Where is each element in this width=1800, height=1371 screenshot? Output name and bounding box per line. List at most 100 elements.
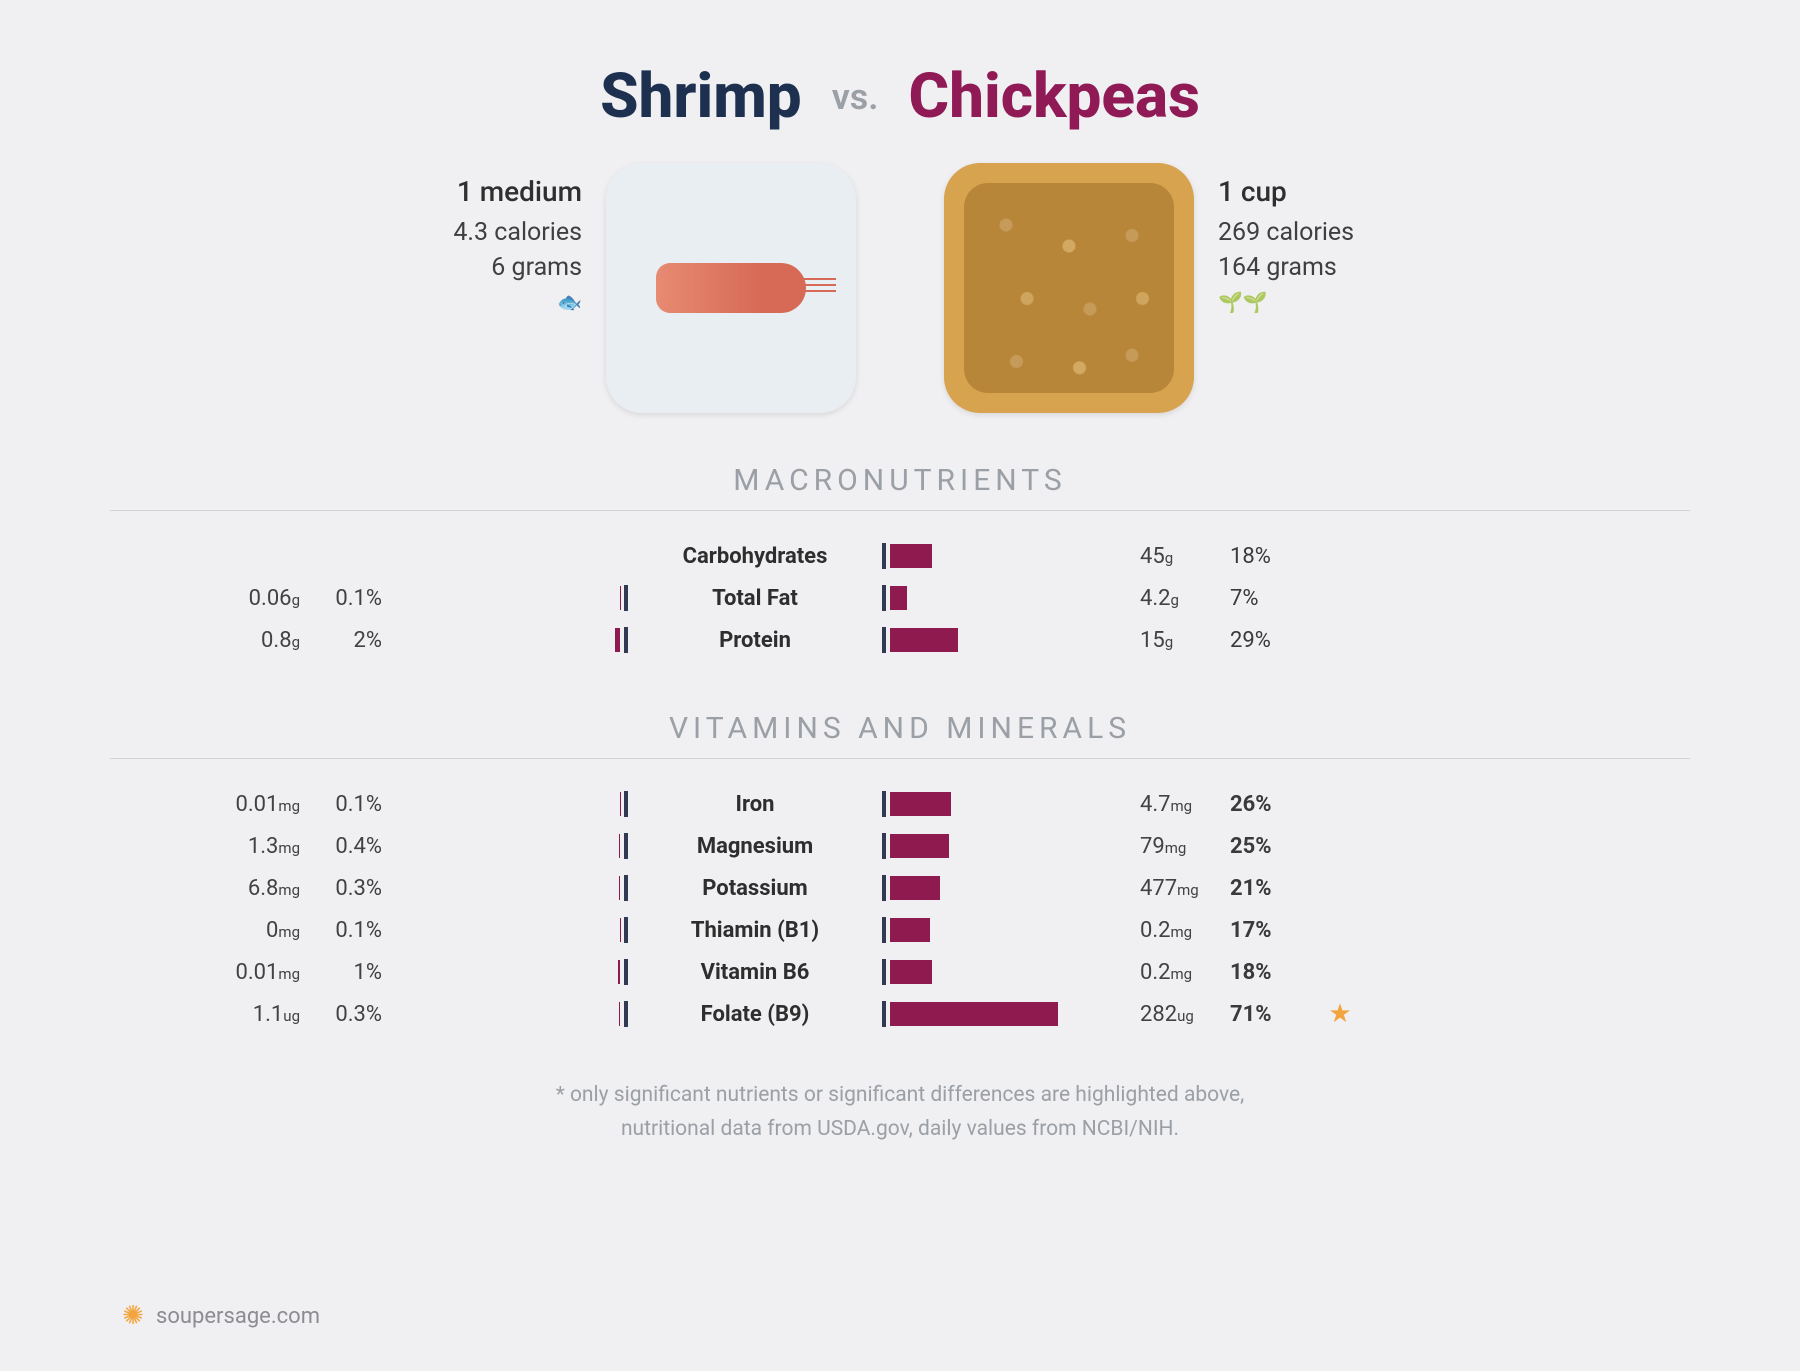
nutrient-label: Thiamin (B1)	[630, 918, 880, 943]
left-percent: 0.4%	[300, 834, 390, 859]
axis-tick	[882, 917, 886, 943]
right-value: 45g	[1120, 544, 1230, 569]
right-calories: 269 calories	[1218, 218, 1418, 247]
right-value: 4.2g	[1120, 586, 1230, 611]
right-weight: 164 grams	[1218, 253, 1418, 282]
brand-text: soupersage.com	[156, 1304, 320, 1329]
vs-label: vs.	[832, 76, 879, 118]
section-divider	[110, 758, 1690, 759]
right-bar-area	[880, 543, 1120, 569]
left-bar-area	[390, 875, 630, 901]
left-percent: 0.1%	[300, 792, 390, 817]
nutrient-row: 0.8g2%Protein15g29%	[110, 619, 1690, 661]
right-bar-area	[880, 917, 1120, 943]
right-bar-area	[880, 1001, 1120, 1027]
vitmin-rows: 0.01mg0.1%Iron4.7mg26%1.3mg0.4%Magnesium…	[110, 783, 1690, 1035]
right-food-image	[944, 163, 1194, 413]
right-bar	[890, 960, 932, 984]
right-percent: 18%	[1230, 544, 1310, 569]
fish-icon: 🐟	[382, 290, 582, 314]
axis-tick	[624, 875, 628, 901]
nutrient-row: 0mg0.1%Thiamin (B1)0.2mg17%	[110, 909, 1690, 951]
left-bar	[619, 834, 620, 858]
axis-tick	[882, 585, 886, 611]
food-panels: 1 medium 4.3 calories 6 grams 🐟 1 cup 26…	[110, 163, 1690, 413]
left-value: 0.8g	[110, 628, 300, 653]
axis-tick	[882, 791, 886, 817]
right-value: 4.7mg	[1120, 792, 1230, 817]
left-percent: 0.3%	[300, 1002, 390, 1027]
section-divider	[110, 510, 1690, 511]
vitmin-section-title: VITAMINS AND MINERALS	[110, 711, 1690, 746]
right-percent: 21%	[1230, 876, 1310, 901]
axis-tick	[882, 543, 886, 569]
left-food-info: 1 medium 4.3 calories 6 grams 🐟	[382, 163, 582, 314]
right-percent: 17%	[1230, 918, 1310, 943]
left-food-image	[606, 163, 856, 413]
left-percent: 0.1%	[300, 918, 390, 943]
chickpea-illustration	[964, 183, 1174, 393]
nutrient-label: Vitamin B6	[630, 960, 880, 985]
right-bar	[890, 544, 932, 568]
right-bar	[890, 792, 951, 816]
left-bar	[615, 628, 620, 652]
left-calories: 4.3 calories	[382, 218, 582, 247]
left-percent: 1%	[300, 960, 390, 985]
left-food-title: Shrimp	[600, 60, 802, 133]
right-bar	[890, 628, 958, 652]
right-bar-area	[880, 791, 1120, 817]
macro-rows: Carbohydrates45g18%0.06g0.1%Total Fat4.2…	[110, 535, 1690, 661]
left-value: 1.3mg	[110, 834, 300, 859]
left-value: 0.06g	[110, 586, 300, 611]
left-value: 0mg	[110, 918, 300, 943]
right-bar	[890, 918, 930, 942]
left-bar-area	[390, 833, 630, 859]
footnote-line2: nutritional data from USDA.gov, daily va…	[110, 1113, 1690, 1147]
nutrient-label: Iron	[630, 792, 880, 817]
left-bar	[619, 876, 620, 900]
nutrient-label: Protein	[630, 628, 880, 653]
left-percent: 0.1%	[300, 586, 390, 611]
nutrient-row: 0.01mg1%Vitamin B60.2mg18%	[110, 951, 1690, 993]
right-bar-area	[880, 833, 1120, 859]
right-percent: 7%	[1230, 586, 1310, 611]
right-value: 282ug	[1120, 1002, 1230, 1027]
left-value: 6.8mg	[110, 876, 300, 901]
right-food-info: 1 cup 269 calories 164 grams 🌱🌱	[1218, 163, 1418, 314]
left-bar-area	[390, 791, 630, 817]
right-value: 477mg	[1120, 876, 1230, 901]
footnote: * only significant nutrients or signific…	[110, 1079, 1690, 1146]
nutrient-label: Total Fat	[630, 586, 880, 611]
macronutrients-section: MACRONUTRIENTS Carbohydrates45g18%0.06g0…	[110, 463, 1690, 661]
right-percent: 18%	[1230, 960, 1310, 985]
nutrient-label: Potassium	[630, 876, 880, 901]
right-percent: 29%	[1230, 628, 1310, 653]
left-serving: 1 medium	[382, 175, 582, 208]
plant-icon: 🌱🌱	[1218, 290, 1418, 314]
footnote-line1: * only significant nutrients or signific…	[110, 1079, 1690, 1113]
axis-tick	[624, 959, 628, 985]
nutrient-row: 6.8mg0.3%Potassium477mg21%	[110, 867, 1690, 909]
nutrient-row: 0.06g0.1% Total Fat 4.2g7%	[110, 577, 1690, 619]
axis-tick	[882, 833, 886, 859]
right-serving: 1 cup	[1218, 175, 1418, 208]
axis-tick	[882, 627, 886, 653]
right-bar	[890, 834, 949, 858]
comparison-header: Shrimp vs. Chickpeas	[110, 60, 1690, 133]
right-bar-area	[880, 875, 1120, 901]
right-percent: 25%	[1230, 834, 1310, 859]
nutrient-row: 1.3mg0.4%Magnesium79mg25%	[110, 825, 1690, 867]
right-bar-area	[880, 627, 1120, 653]
left-bar-area	[390, 1001, 630, 1027]
macro-section-title: MACRONUTRIENTS	[110, 463, 1690, 498]
right-value: 0.2mg	[1120, 960, 1230, 985]
highlight-star-cell: ★	[1310, 999, 1370, 1029]
axis-tick	[624, 833, 628, 859]
axis-tick	[882, 875, 886, 901]
left-bar	[618, 960, 620, 984]
axis-tick	[624, 585, 628, 611]
axis-tick	[624, 627, 628, 653]
axis-tick	[624, 917, 628, 943]
right-bar	[890, 876, 940, 900]
left-value: 1.1ug	[110, 1002, 300, 1027]
